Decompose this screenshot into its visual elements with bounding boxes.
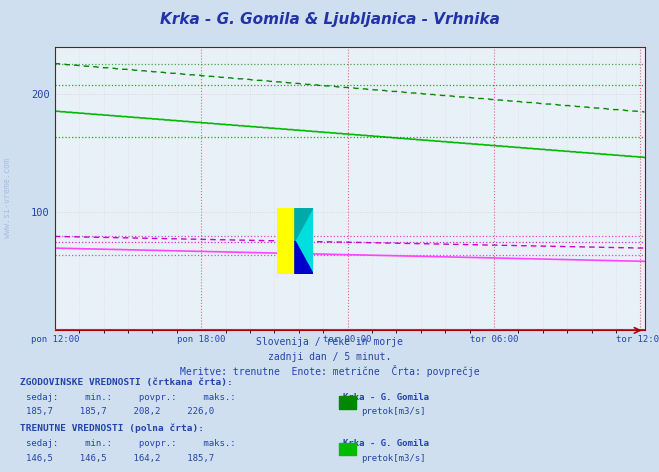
Text: Meritve: trenutne  Enote: metrične  Črta: povprečje: Meritve: trenutne Enote: metrične Črta: … [180, 365, 479, 377]
Text: sedaj:     min.:     povpr.:     maks.:: sedaj: min.: povpr.: maks.: [26, 393, 236, 402]
Text: Slovenija / reke in morje: Slovenija / reke in morje [256, 337, 403, 347]
Text: Krka - G. Gomila: Krka - G. Gomila [343, 439, 429, 448]
Bar [277, 208, 295, 274]
Polygon shape [295, 208, 313, 241]
Text: www.si-vreme.com: www.si-vreme.com [3, 158, 13, 238]
Text: Krka - G. Gomila & Ljubljanica - Vrhnika: Krka - G. Gomila & Ljubljanica - Vrhnika [159, 12, 500, 27]
Text: Krka - G. Gomila: Krka - G. Gomila [343, 393, 429, 402]
Text: pretok[m3/s]: pretok[m3/s] [361, 454, 426, 463]
Text: 185,7     185,7     208,2     226,0: 185,7 185,7 208,2 226,0 [26, 407, 214, 416]
Text: zadnji dan / 5 minut.: zadnji dan / 5 minut. [268, 352, 391, 362]
Text: 146,5     146,5     164,2     185,7: 146,5 146,5 164,2 185,7 [26, 454, 214, 463]
Polygon shape [295, 241, 313, 274]
Text: pretok[m3/s]: pretok[m3/s] [361, 407, 426, 416]
Polygon shape [295, 208, 313, 274]
Text: ZGODOVINSKE VREDNOSTI (črtkana črta):: ZGODOVINSKE VREDNOSTI (črtkana črta): [20, 378, 233, 387]
Text: sedaj:     min.:     povpr.:     maks.:: sedaj: min.: povpr.: maks.: [26, 439, 236, 448]
Text: TRENUTNE VREDNOSTI (polna črta):: TRENUTNE VREDNOSTI (polna črta): [20, 424, 204, 433]
